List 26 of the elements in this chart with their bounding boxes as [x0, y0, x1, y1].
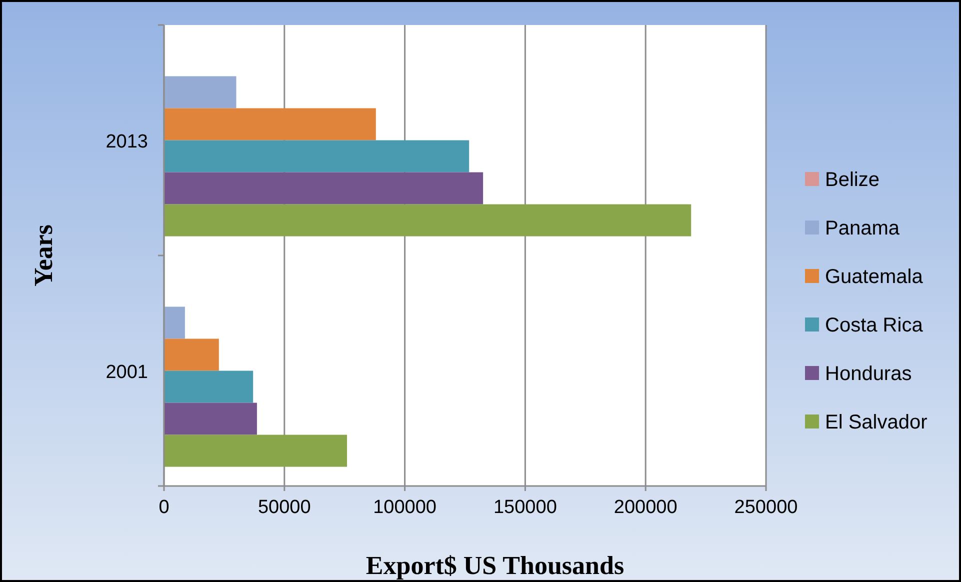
legend-label: El Salvador: [825, 412, 928, 434]
x-tick-label: 50000: [258, 497, 311, 518]
bar: [164, 338, 219, 371]
x-tick-label: 250000: [734, 497, 798, 518]
x-tick-label: 0: [158, 497, 170, 518]
legend-label: Costa Rica: [825, 314, 924, 336]
y-axis-title: Years: [29, 224, 58, 287]
bar: [164, 434, 348, 467]
x-tick-label: 100000: [373, 497, 437, 518]
x-tick-label: 150000: [493, 497, 557, 518]
bar: [164, 172, 484, 204]
legend-label: Guatemala: [825, 266, 924, 288]
bar: [164, 370, 254, 403]
y-tick-label: 2013: [106, 131, 148, 152]
bar: [164, 76, 236, 108]
x-tick-label: 200000: [614, 497, 678, 518]
legend-label: Panama: [825, 218, 900, 240]
x-axis-title: Export$ US Thousands: [366, 551, 624, 580]
legend-label: Belize: [825, 169, 880, 191]
legend-label: Honduras: [825, 363, 912, 385]
bar: [164, 402, 257, 435]
bar: [164, 108, 376, 140]
y-tick-label: 2001: [106, 362, 148, 383]
bar: [164, 204, 692, 236]
bar: [164, 306, 185, 339]
bar: [164, 140, 470, 172]
